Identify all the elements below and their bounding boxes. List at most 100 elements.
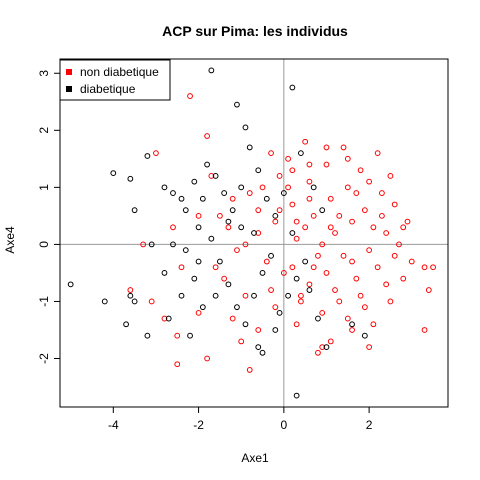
data-point [234, 304, 240, 311]
data-point [212, 292, 219, 299]
data-point [259, 184, 266, 191]
plot-frame [59, 58, 449, 408]
y-tick-label: -2 [37, 353, 51, 364]
data-point [306, 287, 313, 293]
data-point [165, 315, 172, 322]
data-point [67, 281, 74, 288]
data-point [289, 230, 296, 236]
data-point [293, 275, 300, 282]
data-point [340, 252, 347, 259]
data-point [336, 212, 343, 219]
data-point [255, 167, 262, 174]
data-point [396, 241, 402, 248]
data-point [148, 298, 155, 305]
data-point [323, 270, 330, 276]
data-point [383, 230, 390, 236]
data-point [293, 218, 300, 225]
series-diabetique [67, 67, 368, 399]
data-point [306, 178, 313, 185]
data-point [366, 247, 373, 254]
y-tick-label: 0 [37, 241, 51, 248]
data-point [259, 270, 266, 276]
data-point [319, 241, 326, 248]
data-point [140, 241, 147, 248]
data-point [246, 144, 253, 151]
data-point [272, 218, 279, 225]
data-point [327, 338, 334, 345]
data-point [225, 281, 232, 288]
data-point [268, 287, 274, 293]
data-point [255, 327, 262, 333]
data-point [212, 264, 219, 271]
data-point [357, 292, 364, 299]
data-point [195, 309, 202, 316]
data-point [242, 124, 249, 131]
data-point [195, 212, 202, 219]
data-point [131, 298, 138, 305]
data-point [293, 392, 300, 399]
data-point [332, 230, 338, 236]
data-point [208, 173, 215, 179]
data-point [204, 355, 210, 362]
data-point [370, 224, 377, 231]
legend-swatch-non-diabetique [66, 69, 72, 75]
data-point [370, 321, 377, 328]
data-point [123, 321, 129, 328]
y-tick-label: -1 [37, 296, 51, 307]
data-point [280, 190, 287, 196]
data-point [255, 344, 262, 350]
data-point [221, 190, 228, 196]
data-point [263, 258, 270, 265]
data-point [302, 224, 309, 231]
data-point [421, 327, 428, 333]
data-point [178, 292, 185, 299]
data-point [315, 252, 321, 259]
data-point [285, 184, 292, 191]
data-point [268, 252, 274, 259]
data-point [238, 224, 245, 231]
data-point [127, 287, 134, 293]
data-point [212, 173, 219, 179]
data-point [361, 332, 368, 339]
data-point [340, 144, 347, 151]
data-point [234, 247, 240, 254]
data-point [400, 224, 407, 231]
legend: non diabetique diabetique [59, 59, 171, 101]
data-point [327, 224, 334, 231]
data-point [225, 224, 232, 231]
data-point [204, 133, 210, 139]
data-point [302, 258, 309, 265]
data-point [144, 332, 151, 339]
data-point [298, 298, 304, 305]
data-point [144, 153, 151, 159]
data-point [255, 230, 262, 236]
y-axis-label: Axe4 [3, 226, 17, 254]
y-tick-label: 3 [37, 70, 51, 77]
data-point [127, 175, 134, 182]
data-point [178, 264, 185, 271]
data-point [430, 264, 436, 271]
data-point [310, 264, 317, 271]
data-point [187, 93, 193, 99]
data-point [255, 207, 262, 214]
data-point [306, 161, 313, 168]
data-point [208, 235, 215, 242]
data-point [323, 144, 330, 151]
data-point [263, 195, 270, 202]
x-tick-label: 0 [281, 418, 288, 432]
data-point [204, 161, 210, 168]
data-point [366, 344, 373, 350]
legend-label-diabetique: diabetique [80, 82, 136, 96]
data-point [178, 195, 185, 202]
data-point [379, 212, 385, 219]
data-point [421, 264, 428, 271]
data-point [221, 275, 228, 282]
data-point [353, 190, 360, 196]
data-point [234, 101, 240, 108]
data-point [349, 218, 355, 225]
data-point [238, 338, 245, 345]
data-point [251, 230, 257, 236]
data-point [425, 287, 432, 293]
data-point [298, 150, 304, 157]
